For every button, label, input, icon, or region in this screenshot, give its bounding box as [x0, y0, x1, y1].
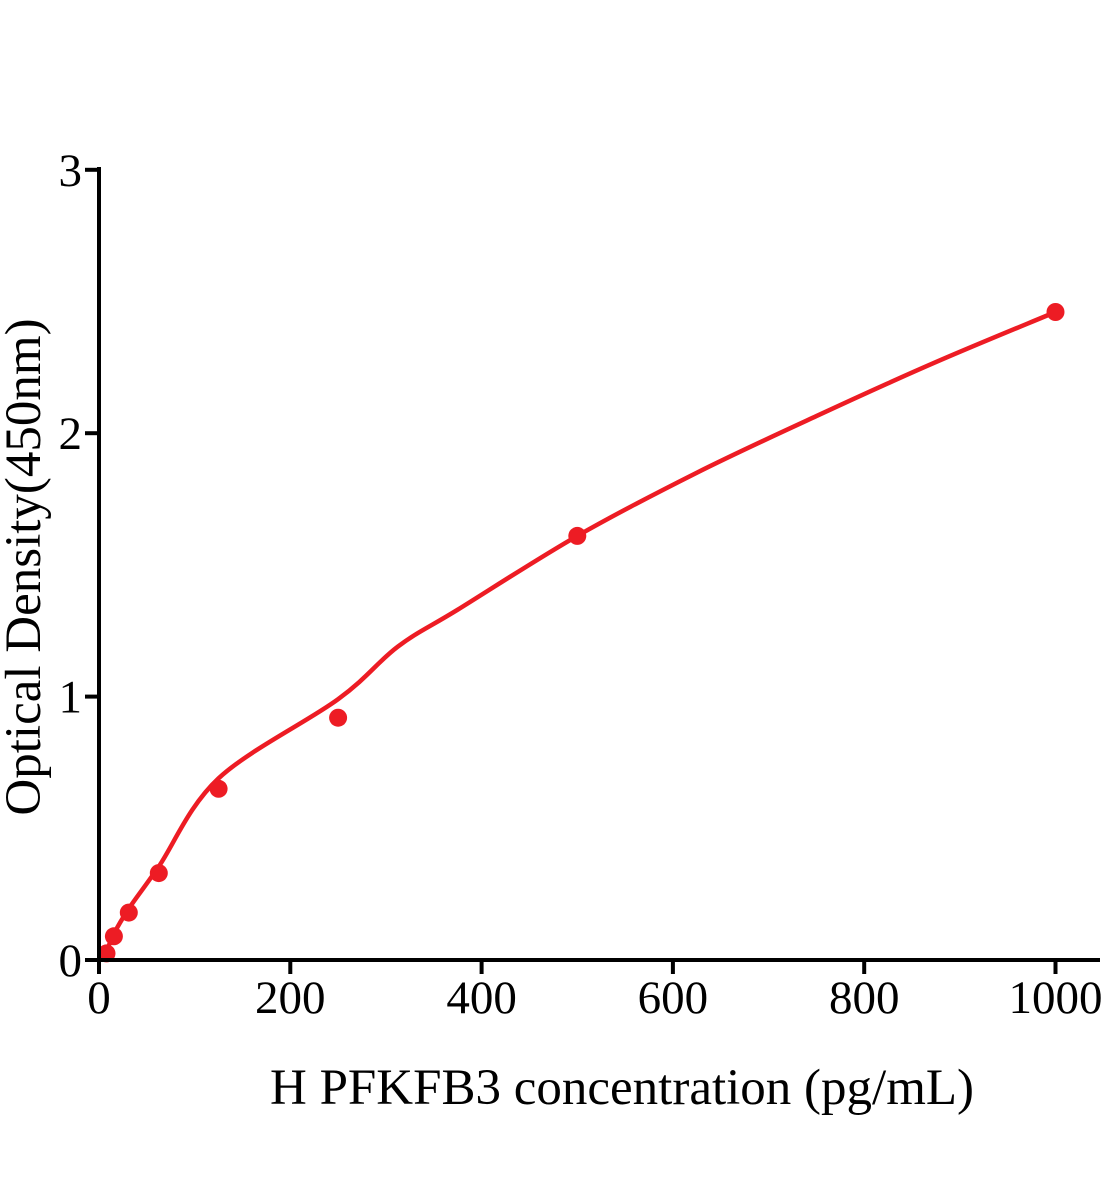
- data-point-marker: [329, 708, 348, 727]
- data-point-marker: [104, 927, 123, 946]
- y-tick-label: 1: [59, 672, 83, 724]
- x-tick-label: 200: [255, 972, 326, 1024]
- x-axis-title: H PFKFB3 concentration (pg/mL): [270, 1060, 974, 1116]
- x-tick-label: 0: [87, 972, 111, 1024]
- x-tick-label: 800: [829, 972, 900, 1024]
- data-point-marker: [568, 526, 587, 545]
- y-tick-label: 3: [59, 145, 83, 197]
- y-axis-title: Optical Density(450nm): [0, 318, 52, 815]
- plot-layer: 0 200 400 600 800 1000 0 1 2 3: [59, 145, 1103, 1024]
- x-tick-label: 600: [638, 972, 709, 1024]
- data-point-marker: [209, 779, 228, 798]
- y-tick-label: 0: [59, 935, 83, 987]
- data-point-marker: [119, 903, 138, 922]
- y-tick-label: 2: [59, 408, 83, 460]
- data-point-marker: [149, 864, 168, 883]
- fit-curve-line: [104, 309, 1058, 955]
- x-tick-label: 400: [446, 972, 517, 1024]
- x-tick-label: 1000: [1009, 972, 1103, 1024]
- data-point-marker: [1046, 303, 1065, 321]
- data-point-marker: [97, 944, 116, 963]
